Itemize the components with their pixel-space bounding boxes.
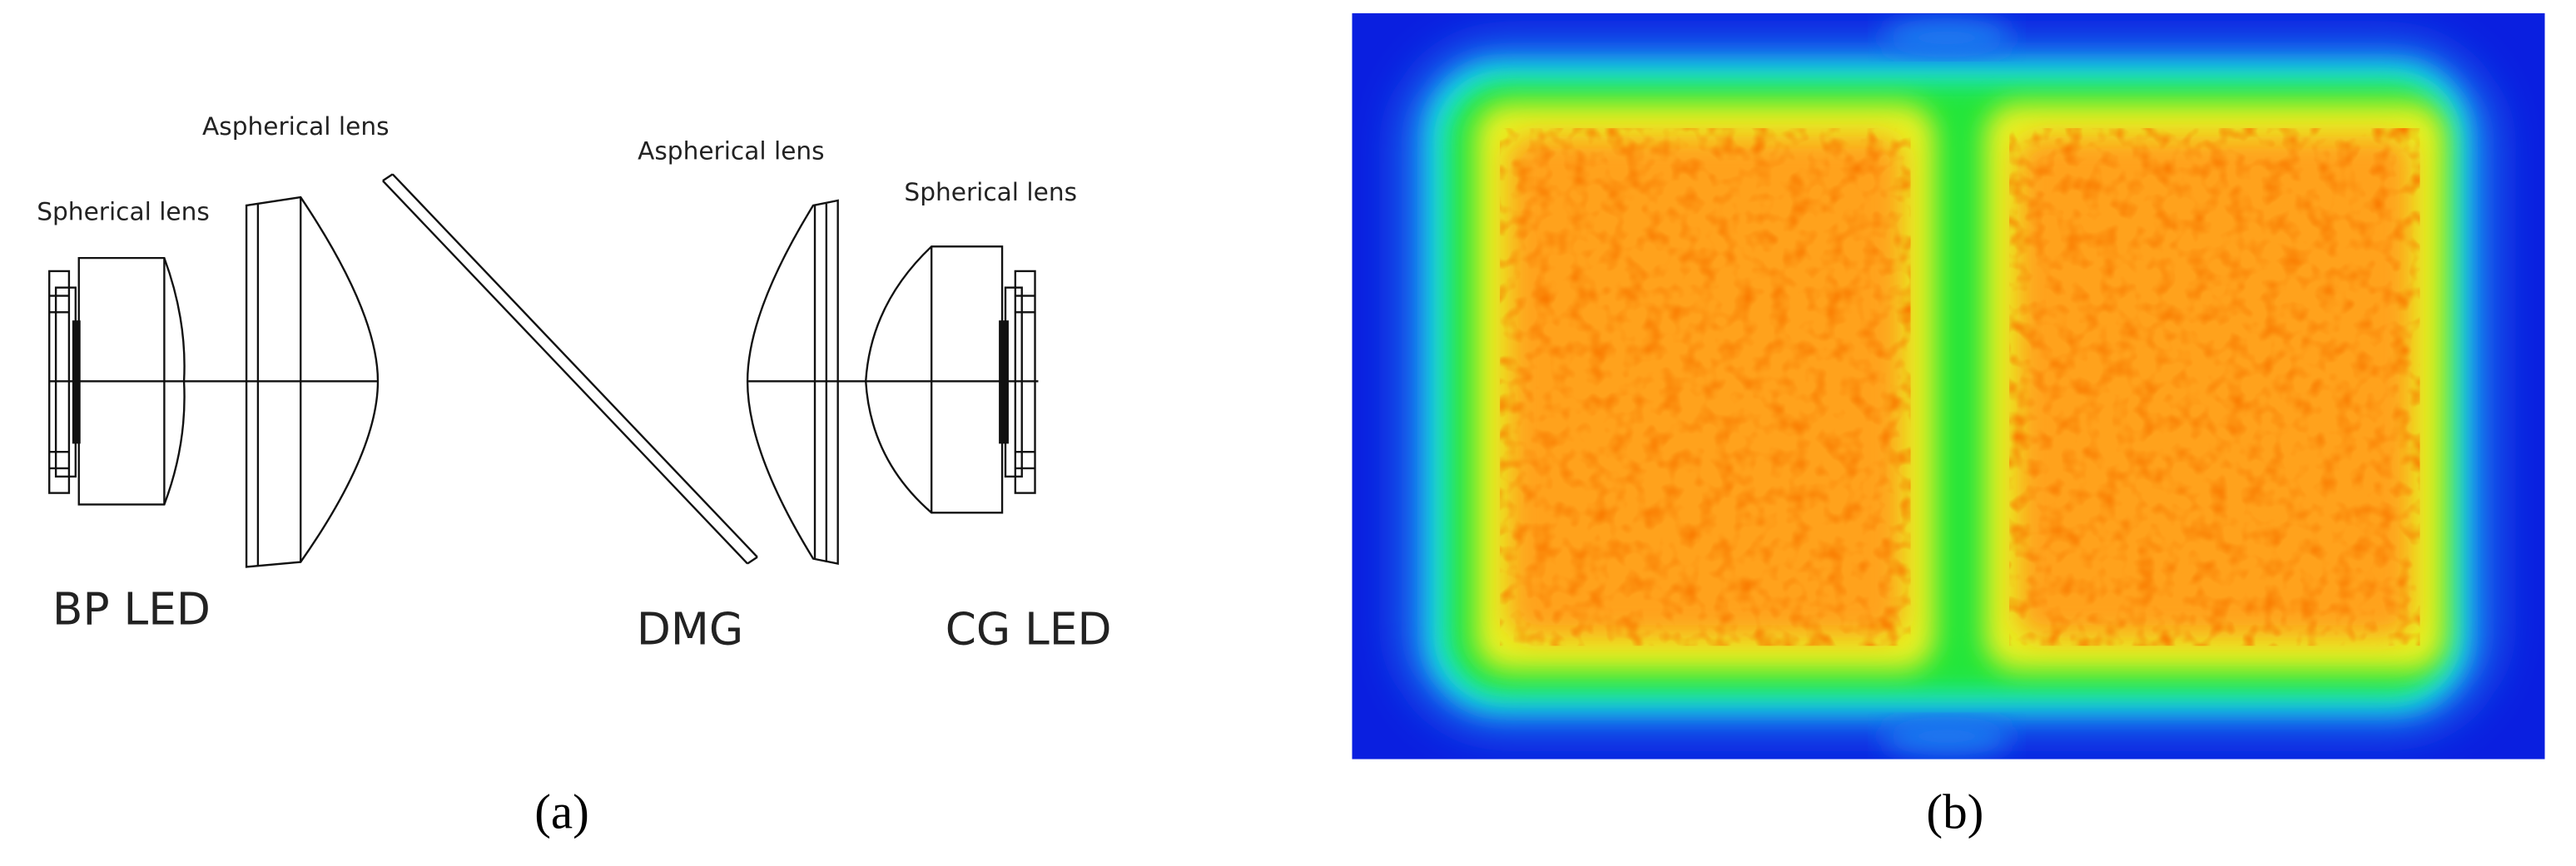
spherical-lens: [77, 256, 186, 506]
caption: (a): [534, 784, 589, 839]
spherical-lens: [865, 245, 1004, 514]
label: Spherical lens: [37, 198, 210, 226]
caption: (b): [1926, 784, 1983, 839]
dmg-plate: [382, 173, 758, 565]
aspherical-lens: [245, 195, 380, 568]
label: BP LED: [52, 584, 211, 636]
illuminance-map: [1352, 12, 2545, 760]
label: Aspherical lens: [638, 137, 824, 166]
label: Spherical lens: [904, 178, 1077, 206]
bp-led: [48, 270, 81, 494]
label: Aspherical lens: [202, 112, 389, 141]
label: DMG: [637, 603, 743, 655]
optical-diagram: Aspherical lens Spherical lens Aspherica…: [37, 112, 1111, 655]
aspherical-lens: [746, 199, 839, 565]
label: CG LED: [946, 603, 1112, 655]
cg-led: [999, 270, 1036, 494]
